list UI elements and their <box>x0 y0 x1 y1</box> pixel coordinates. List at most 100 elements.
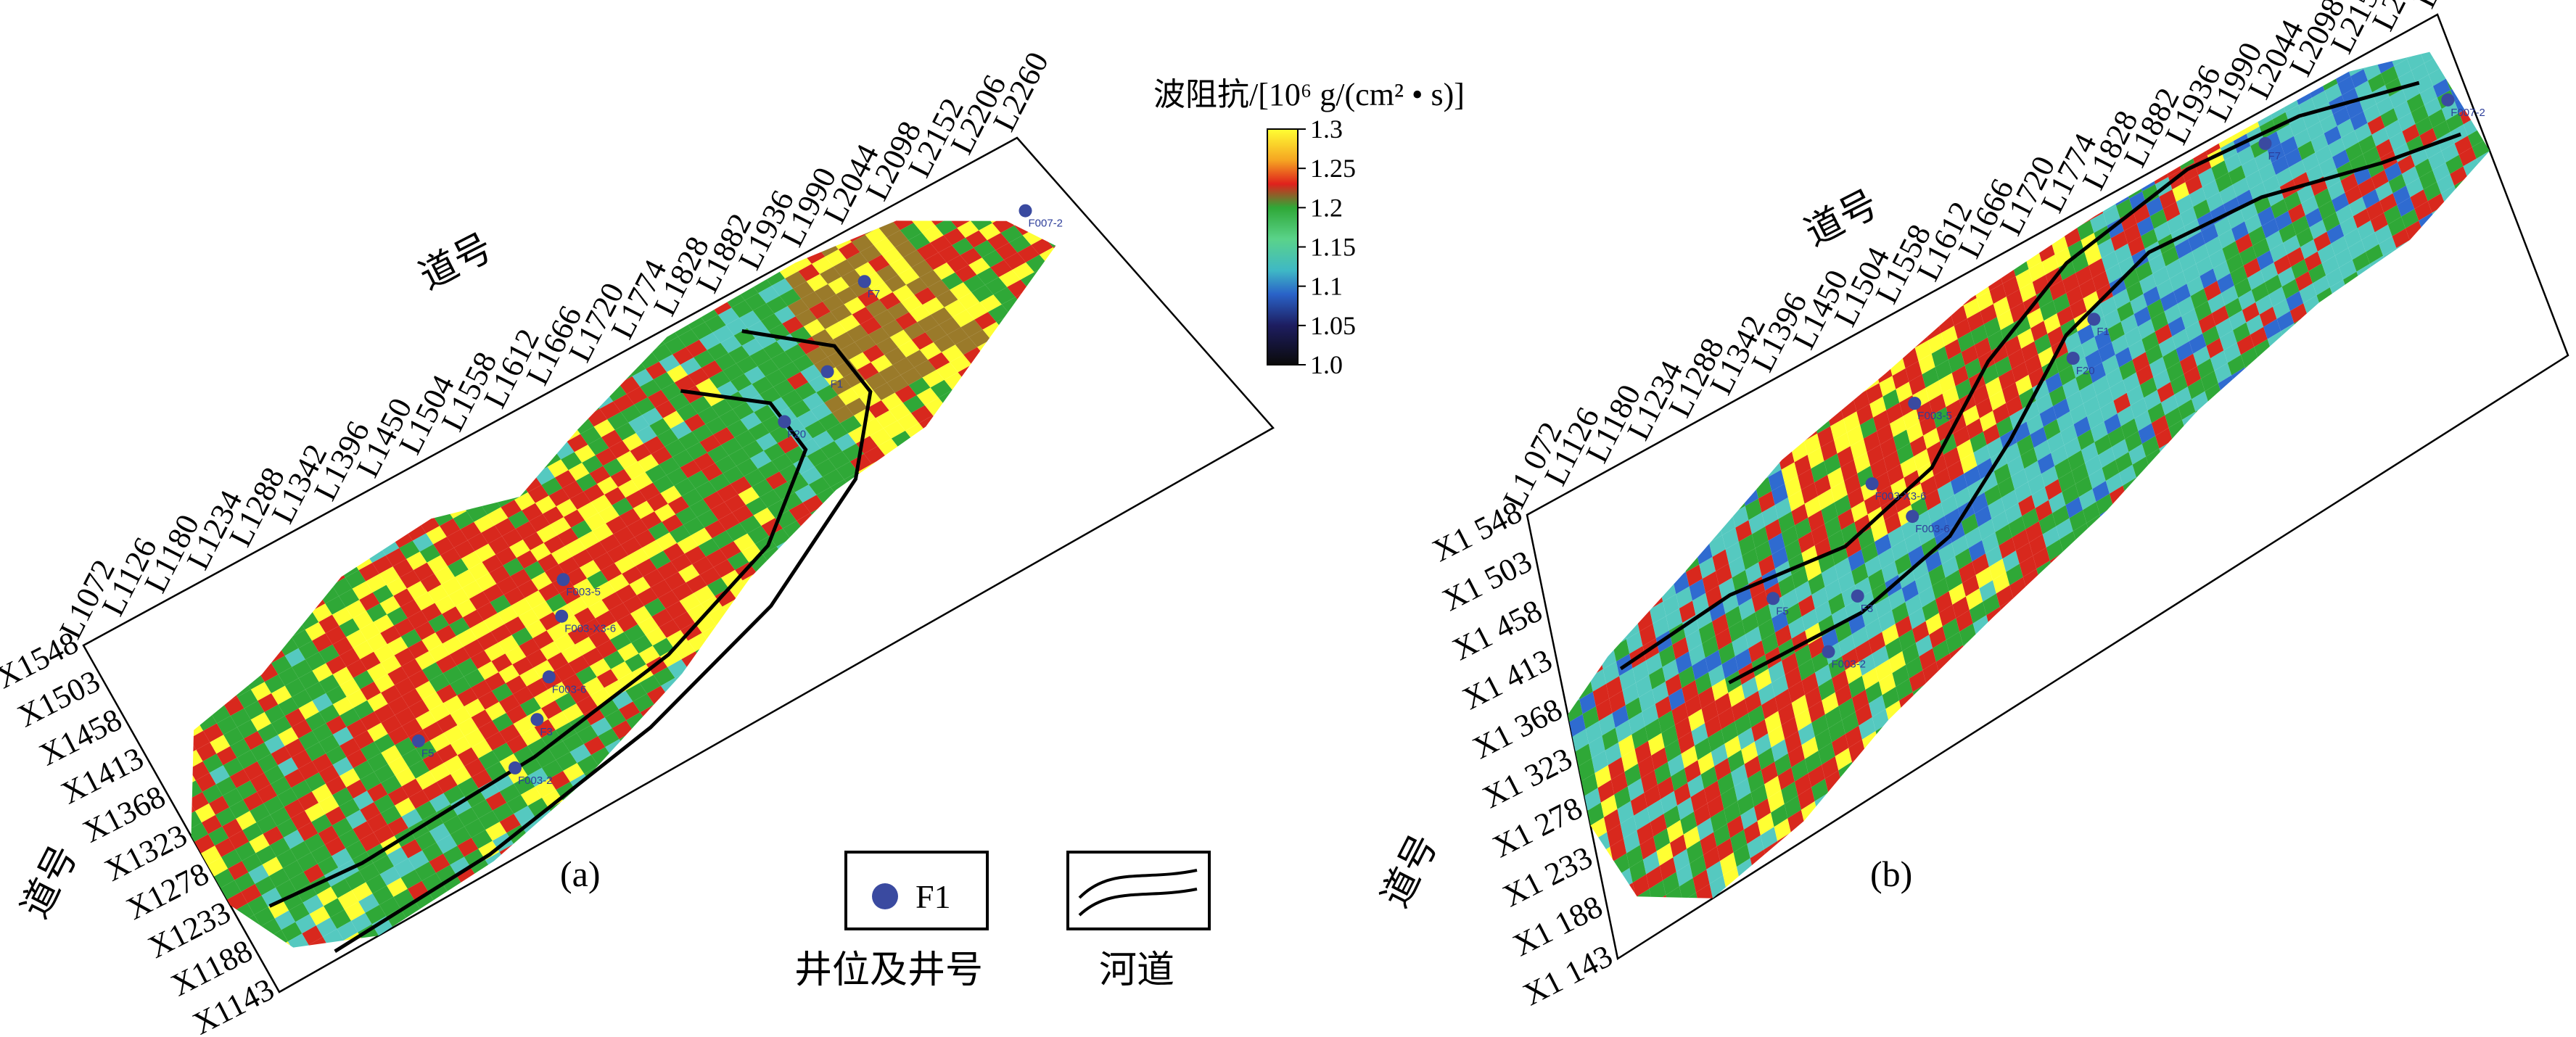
impedance-cell <box>2152 266 2170 286</box>
impedance-cell <box>2267 143 2285 163</box>
impedance-cell <box>2205 383 2223 404</box>
impedance-cell <box>2308 263 2326 284</box>
impedance-cell <box>1751 400 1768 421</box>
impedance-cell <box>1885 701 1903 723</box>
impedance-cell <box>2202 180 2220 200</box>
impedance-cell <box>414 621 436 640</box>
impedance-cell <box>448 558 469 577</box>
impedance-cell <box>103 643 123 661</box>
impedance-cell <box>838 387 860 405</box>
impedance-cell <box>2260 408 2279 429</box>
impedance-cell <box>253 938 274 948</box>
impedance-cell <box>1745 435 1762 457</box>
impedance-cell <box>691 424 714 442</box>
impedance-cell <box>283 860 304 880</box>
impedance-cell <box>1877 485 1895 507</box>
impedance-cell <box>989 189 1011 206</box>
impedance-cell <box>401 718 423 738</box>
panel-a-map: F1F20F003-5F003-X3-6F003-6F3F003-2F5F007… <box>0 46 1275 1037</box>
impedance-cell <box>959 466 982 484</box>
impedance-cell <box>1757 812 1774 835</box>
impedance-cell <box>2128 444 2147 465</box>
impedance-cell <box>130 628 150 647</box>
impedance-cell <box>1608 544 1624 567</box>
impedance-cell <box>2465 340 2483 360</box>
impedance-cell <box>2106 367 2123 388</box>
impedance-cell <box>1808 636 1825 659</box>
impedance-cell <box>2044 479 2062 500</box>
impedance-cell <box>2165 407 2182 428</box>
impedance-cell <box>1110 352 1132 370</box>
impedance-cell <box>1182 341 1205 358</box>
impedance-cell <box>601 429 622 448</box>
impedance-cell <box>1721 656 1739 679</box>
impedance-cell <box>1700 832 1717 855</box>
impedance-cell <box>1787 489 1805 512</box>
impedance-cell <box>332 666 353 686</box>
impedance-cell <box>1013 508 1036 526</box>
impedance-cell <box>855 538 878 557</box>
impedance-cell <box>2107 426 2126 447</box>
impedance-cell <box>1962 405 1980 426</box>
impedance-cell <box>493 802 514 822</box>
impedance-cell <box>1761 761 1778 785</box>
impedance-cell <box>1868 632 1885 654</box>
impedance-cell <box>422 782 444 801</box>
impedance-cell <box>2472 181 2490 201</box>
impedance-cell <box>387 817 408 836</box>
impedance-cell <box>2280 470 2298 491</box>
impedance-cell <box>2074 583 2092 605</box>
impedance-cell <box>2225 297 2242 318</box>
impedance-cell <box>2243 404 2261 425</box>
impedance-cell <box>441 577 462 596</box>
impedance-cell <box>674 375 696 393</box>
impedance-cell <box>1007 352 1030 370</box>
impedance-cell <box>2207 545 2225 567</box>
impedance-cell <box>2107 532 2125 554</box>
impedance-cell <box>535 779 556 798</box>
impedance-cell <box>464 818 486 838</box>
impedance-cell <box>1712 549 1729 571</box>
impedance-cell <box>1653 616 1669 639</box>
impedance-cell <box>2132 456 2150 478</box>
impedance-cell <box>876 265 898 283</box>
impedance-cell <box>1200 433 1222 451</box>
impedance-cell <box>1955 379 1972 400</box>
impedance-cell <box>815 458 836 477</box>
impedance-cell <box>1071 403 1093 421</box>
impedance-cell <box>1098 315 1121 333</box>
impedance-cell <box>1993 633 2011 656</box>
impedance-cell <box>2350 339 2369 360</box>
impedance-cell <box>1194 378 1217 395</box>
impedance-cell <box>1993 463 2012 485</box>
impedance-cell <box>1079 341 1102 358</box>
impedance-cell <box>1855 640 1872 662</box>
impedance-cell <box>235 841 256 862</box>
impedance-cell <box>1605 742 1622 766</box>
impedance-cell <box>718 704 741 724</box>
impedance-cell <box>1066 232 1089 249</box>
impedance-cell <box>580 589 602 608</box>
well-marker <box>530 713 544 727</box>
impedance-cell <box>506 794 528 814</box>
impedance-cell <box>2010 638 2028 661</box>
impedance-cell <box>2126 281 2144 302</box>
impedance-cell <box>2206 338 2224 359</box>
impedance-cell <box>884 347 907 365</box>
impedance-cell <box>847 324 868 342</box>
impedance-cell <box>2430 290 2449 310</box>
impedance-cell <box>655 532 678 551</box>
impedance-cell <box>1151 329 1174 347</box>
impedance-cell <box>990 405 1013 423</box>
impedance-cell <box>2411 104 2429 124</box>
impedance-cell <box>2036 287 2054 308</box>
impedance-cell <box>2022 508 2039 529</box>
impedance-cell <box>2185 321 2203 342</box>
impedance-cell <box>429 823 450 843</box>
impedance-cell <box>291 570 312 589</box>
impedance-cell <box>2112 605 2130 627</box>
impedance-cell <box>666 467 688 486</box>
impedance-cell <box>2387 216 2406 236</box>
impedance-cell <box>1690 855 1707 878</box>
impedance-cell <box>2412 330 2430 350</box>
